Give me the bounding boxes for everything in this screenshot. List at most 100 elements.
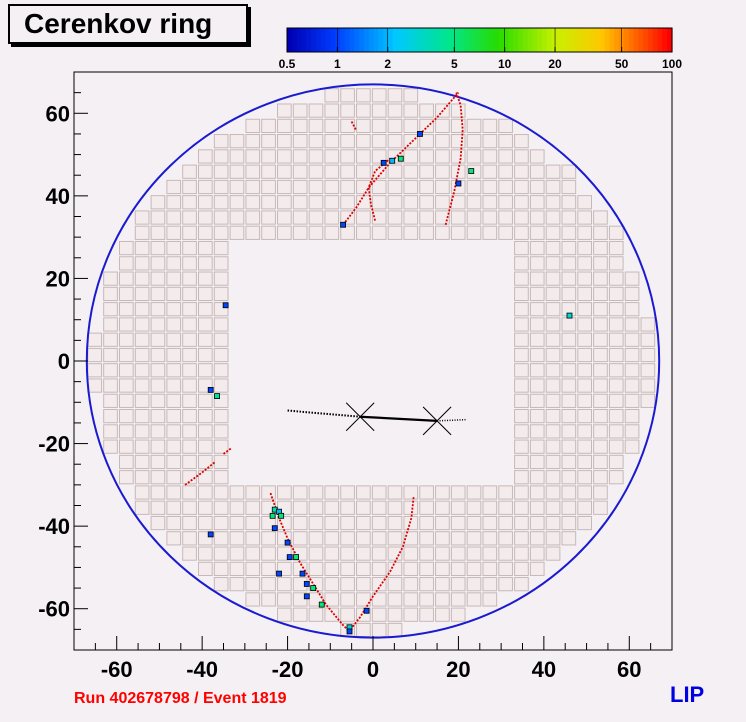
- pmt-cell: [134, 240, 150, 256]
- pmt-cell: [371, 546, 387, 561]
- pmt-cell: [324, 103, 340, 118]
- pmt-cell: [261, 149, 276, 164]
- pmt-cell: [229, 577, 245, 592]
- pmt-cell: [103, 363, 118, 378]
- pmt-cell: [593, 393, 608, 408]
- pmt-cell: [514, 332, 529, 347]
- pmt-cell: [261, 561, 276, 576]
- pmt-cell: [166, 454, 182, 470]
- pmt-cell: [640, 378, 656, 393]
- pmt-cell: [514, 424, 529, 439]
- pmt-cell: [387, 607, 403, 622]
- pmt-cell: [577, 195, 592, 210]
- pmt-cell: [356, 88, 371, 103]
- pmt-cell: [166, 240, 182, 256]
- pmt-cell: [593, 271, 608, 286]
- pmt-cell: [103, 409, 118, 424]
- pmt-cell: [371, 210, 387, 225]
- pmt-cell: [356, 179, 371, 195]
- pmt-cell: [624, 302, 640, 317]
- pmt-cell: [498, 577, 513, 592]
- pmt-cell: [261, 164, 276, 179]
- pmt-cell: [229, 210, 245, 225]
- pmt-cell: [419, 500, 434, 515]
- pmt-cell: [482, 577, 498, 592]
- pmt-cell: [87, 332, 103, 347]
- pmt-cell: [213, 378, 229, 393]
- pmt-cell: [182, 500, 197, 515]
- pmt-cell: [514, 454, 529, 470]
- pmt-cell: [371, 179, 387, 195]
- colorbar-band: [450, 28, 457, 52]
- pmt-cell: [435, 577, 450, 592]
- pmt-cell: [356, 500, 371, 515]
- pmt-cell: [466, 500, 482, 515]
- pmt-cell: [387, 134, 403, 149]
- pmt-cell: [182, 515, 197, 531]
- pmt-cell: [561, 393, 577, 408]
- pmt-cell: [198, 470, 213, 485]
- pmt-cell: [166, 179, 182, 195]
- pmt-cell: [245, 210, 261, 225]
- pmt-cell: [577, 470, 592, 485]
- pmt-cell: [324, 134, 340, 149]
- pmt-cell: [118, 363, 134, 378]
- pmt-cell: [245, 164, 261, 179]
- pmt-cell: [593, 286, 608, 302]
- colorbar-band: [412, 28, 418, 52]
- pmt-cell: [166, 195, 182, 210]
- colorbar-band: [479, 28, 485, 52]
- pmt-cell: [198, 409, 213, 424]
- pmt-cell: [103, 271, 118, 286]
- pmt-cell: [482, 515, 498, 531]
- pmt-cell: [182, 531, 197, 546]
- pmt-cell: [624, 424, 640, 439]
- pmt-cell: [292, 118, 308, 133]
- colorbar-band: [306, 28, 312, 52]
- colorbar-band: [638, 28, 644, 52]
- pmt-cell: [387, 485, 403, 500]
- pmt-cell: [561, 210, 577, 225]
- pmt-cell: [403, 210, 419, 225]
- pmt-cell: [450, 515, 466, 531]
- pmt-cell: [229, 485, 245, 500]
- colorbar-band: [493, 28, 500, 52]
- pmt-cell: [213, 439, 229, 454]
- pmt-cell: [340, 515, 355, 531]
- pmt-cell: [277, 149, 292, 164]
- pmt-cell: [608, 271, 624, 286]
- colorbar-band: [498, 28, 505, 52]
- pmt-cell: [498, 149, 513, 164]
- pmt-cell: [213, 531, 229, 546]
- colorbar: 0.5 1 2 5 10 20 50 100: [279, 27, 682, 71]
- pmt-cell: [182, 240, 197, 256]
- hough-curve: [346, 497, 415, 635]
- pmt-cell: [529, 561, 545, 576]
- pmt-cell: [213, 332, 229, 347]
- colorbar-band: [311, 28, 317, 52]
- pmt-cell: [308, 164, 324, 179]
- pmt-cell: [514, 271, 529, 286]
- pmt-cell: [166, 485, 182, 500]
- pmt-hit: [310, 585, 317, 591]
- pmt-cell: [419, 103, 434, 118]
- pmt-cell: [482, 210, 498, 225]
- pmt-cell: [182, 454, 197, 470]
- pmt-hit: [346, 628, 353, 635]
- pmt-cell: [450, 531, 466, 546]
- pmt-cell: [529, 454, 545, 470]
- pmt-cell: [213, 363, 229, 378]
- pmt-cell: [245, 149, 261, 164]
- colorbar-band: [489, 28, 495, 52]
- pmt-cell: [561, 179, 577, 195]
- pmt-cell: [277, 607, 292, 622]
- colorbar-band: [585, 28, 591, 52]
- pmt-cell: [640, 317, 656, 332]
- pmt-cell: [450, 485, 466, 500]
- pmt-cell: [435, 225, 450, 240]
- pmt-cell: [514, 515, 529, 531]
- pmt-cell: [419, 210, 434, 225]
- pmt-cell: [482, 485, 498, 500]
- pmt-hit: [303, 593, 310, 600]
- pmt-cell: [166, 347, 182, 363]
